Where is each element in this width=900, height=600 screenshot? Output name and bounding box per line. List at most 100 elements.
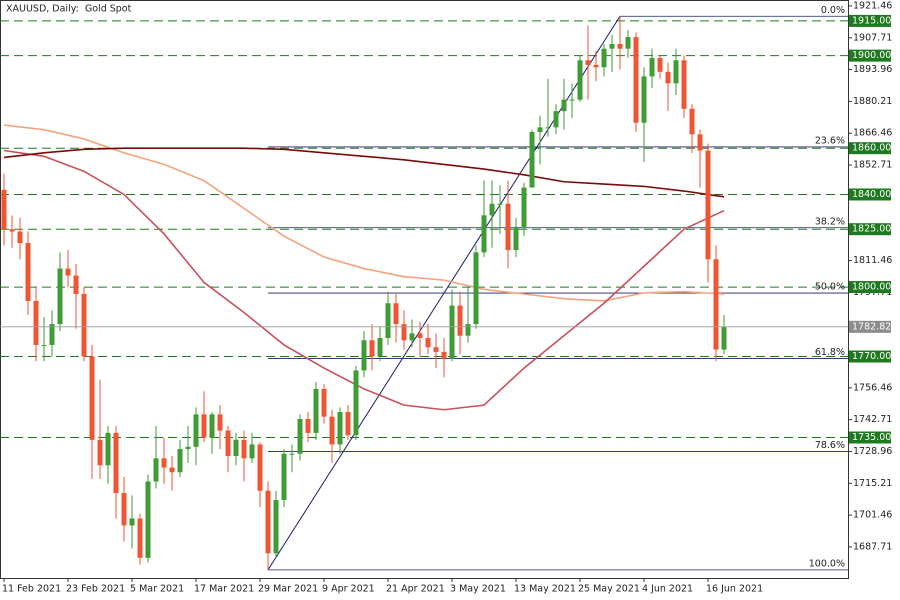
candle-body [433,347,439,352]
candle-body [225,430,231,457]
candle-body [601,48,607,68]
level-label-box [849,350,891,363]
candle-body [41,344,47,346]
candle-body [233,439,239,457]
candle-body [65,268,71,276]
candle-body [241,439,247,459]
fib-label: 78.6% [815,440,845,451]
candle-body [329,416,335,445]
candle-body [17,231,23,244]
candle-body [633,37,639,123]
candle-body [369,340,375,357]
x-tick-label: 5 Mar 2021 [130,584,184,595]
y-tick-label: 1715.21 [853,478,892,489]
candle-body [305,418,311,433]
candle-body [681,60,687,109]
candle-body [489,203,495,216]
y-tick-label: 1866.46 [853,128,892,139]
x-tick-label: 25 May 2021 [578,584,640,595]
candle-body [689,108,695,135]
candle-body [49,324,55,345]
candle-body [577,60,583,100]
x-tick-label: 9 Apr 2021 [322,584,375,595]
level-label-box [849,281,891,294]
level-label-box [849,14,891,27]
candle-body [89,356,95,440]
level-label: 1770.00 [852,351,891,362]
candle-body [617,44,623,49]
candle-body [673,60,679,84]
candle-body [353,370,359,436]
candle-body [553,111,559,128]
candle-body [465,324,471,336]
candle-body [569,99,575,101]
candle-body [201,414,207,438]
y-tick-label: 1852.71 [853,160,892,171]
x-tick-label: 21 Apr 2021 [386,584,445,595]
candle-body [625,37,631,49]
x-tick-label: 16 Jun 2021 [706,584,763,595]
candle-body [57,268,63,325]
candle-body [537,127,543,132]
level-label: 1735.00 [852,432,891,443]
chart-title: XAUUSD, Daily: Gold Spot [6,4,132,15]
candle-body [561,99,567,112]
level-label-box [849,431,891,444]
candle-body [641,76,647,123]
candle-body [185,446,191,450]
candle-body [609,44,615,49]
candle-body [145,481,151,558]
x-tick-label: 13 May 2021 [514,584,576,595]
level-label: 1825.00 [852,224,891,235]
candle-body [409,333,415,341]
candle-body [585,60,591,65]
y-tick-label: 1907.71 [853,32,892,43]
candle-body [73,275,79,295]
level-label: 1860.00 [852,143,891,154]
y-tick-label: 1701.46 [853,510,892,521]
candle-body [657,57,663,72]
candle-body [129,518,135,526]
candle-body [417,333,423,338]
candle-body [25,243,31,301]
fib-label: 0.0% [821,5,845,16]
candle-body [713,259,719,350]
candle-body [97,439,103,466]
candle-body [161,458,167,468]
candle-body [9,229,15,232]
plot-frame [0,0,849,579]
level-label: 1800.00 [852,282,891,293]
candle-body [249,444,255,459]
candle-body [169,467,175,473]
candle-body [481,215,487,253]
candle-body [593,64,599,68]
candle-body [289,453,295,455]
candle-body [497,203,503,205]
candle-body [337,412,343,445]
level-label-box [849,142,891,155]
x-tick-label: 29 Mar 2021 [258,584,318,595]
price-label-box [849,320,891,333]
candle-body [105,432,111,466]
candle-body [177,449,183,473]
candle-body [401,324,407,341]
level-label: 1915.00 [852,15,891,26]
candle-body [281,453,287,501]
x-tick-label: 23 Feb 2021 [66,584,125,595]
candle-body [377,337,383,357]
candle-body [521,187,527,227]
candle-body [209,414,215,438]
y-tick-label: 1756.46 [853,382,892,393]
fib-label: 38.2% [815,216,845,227]
candle-body [441,351,447,359]
candle-body [265,490,271,554]
y-tick-label: 1811.46 [853,255,892,266]
x-tick-label: 17 Mar 2021 [194,584,254,595]
candle-body [505,203,511,251]
candle-body [321,388,327,417]
fib-label: 50.0% [815,282,845,293]
x-tick-label: 4 Jun 2021 [642,584,693,595]
candle-body [545,127,551,129]
x-tick-label: 3 May 2021 [450,584,506,595]
